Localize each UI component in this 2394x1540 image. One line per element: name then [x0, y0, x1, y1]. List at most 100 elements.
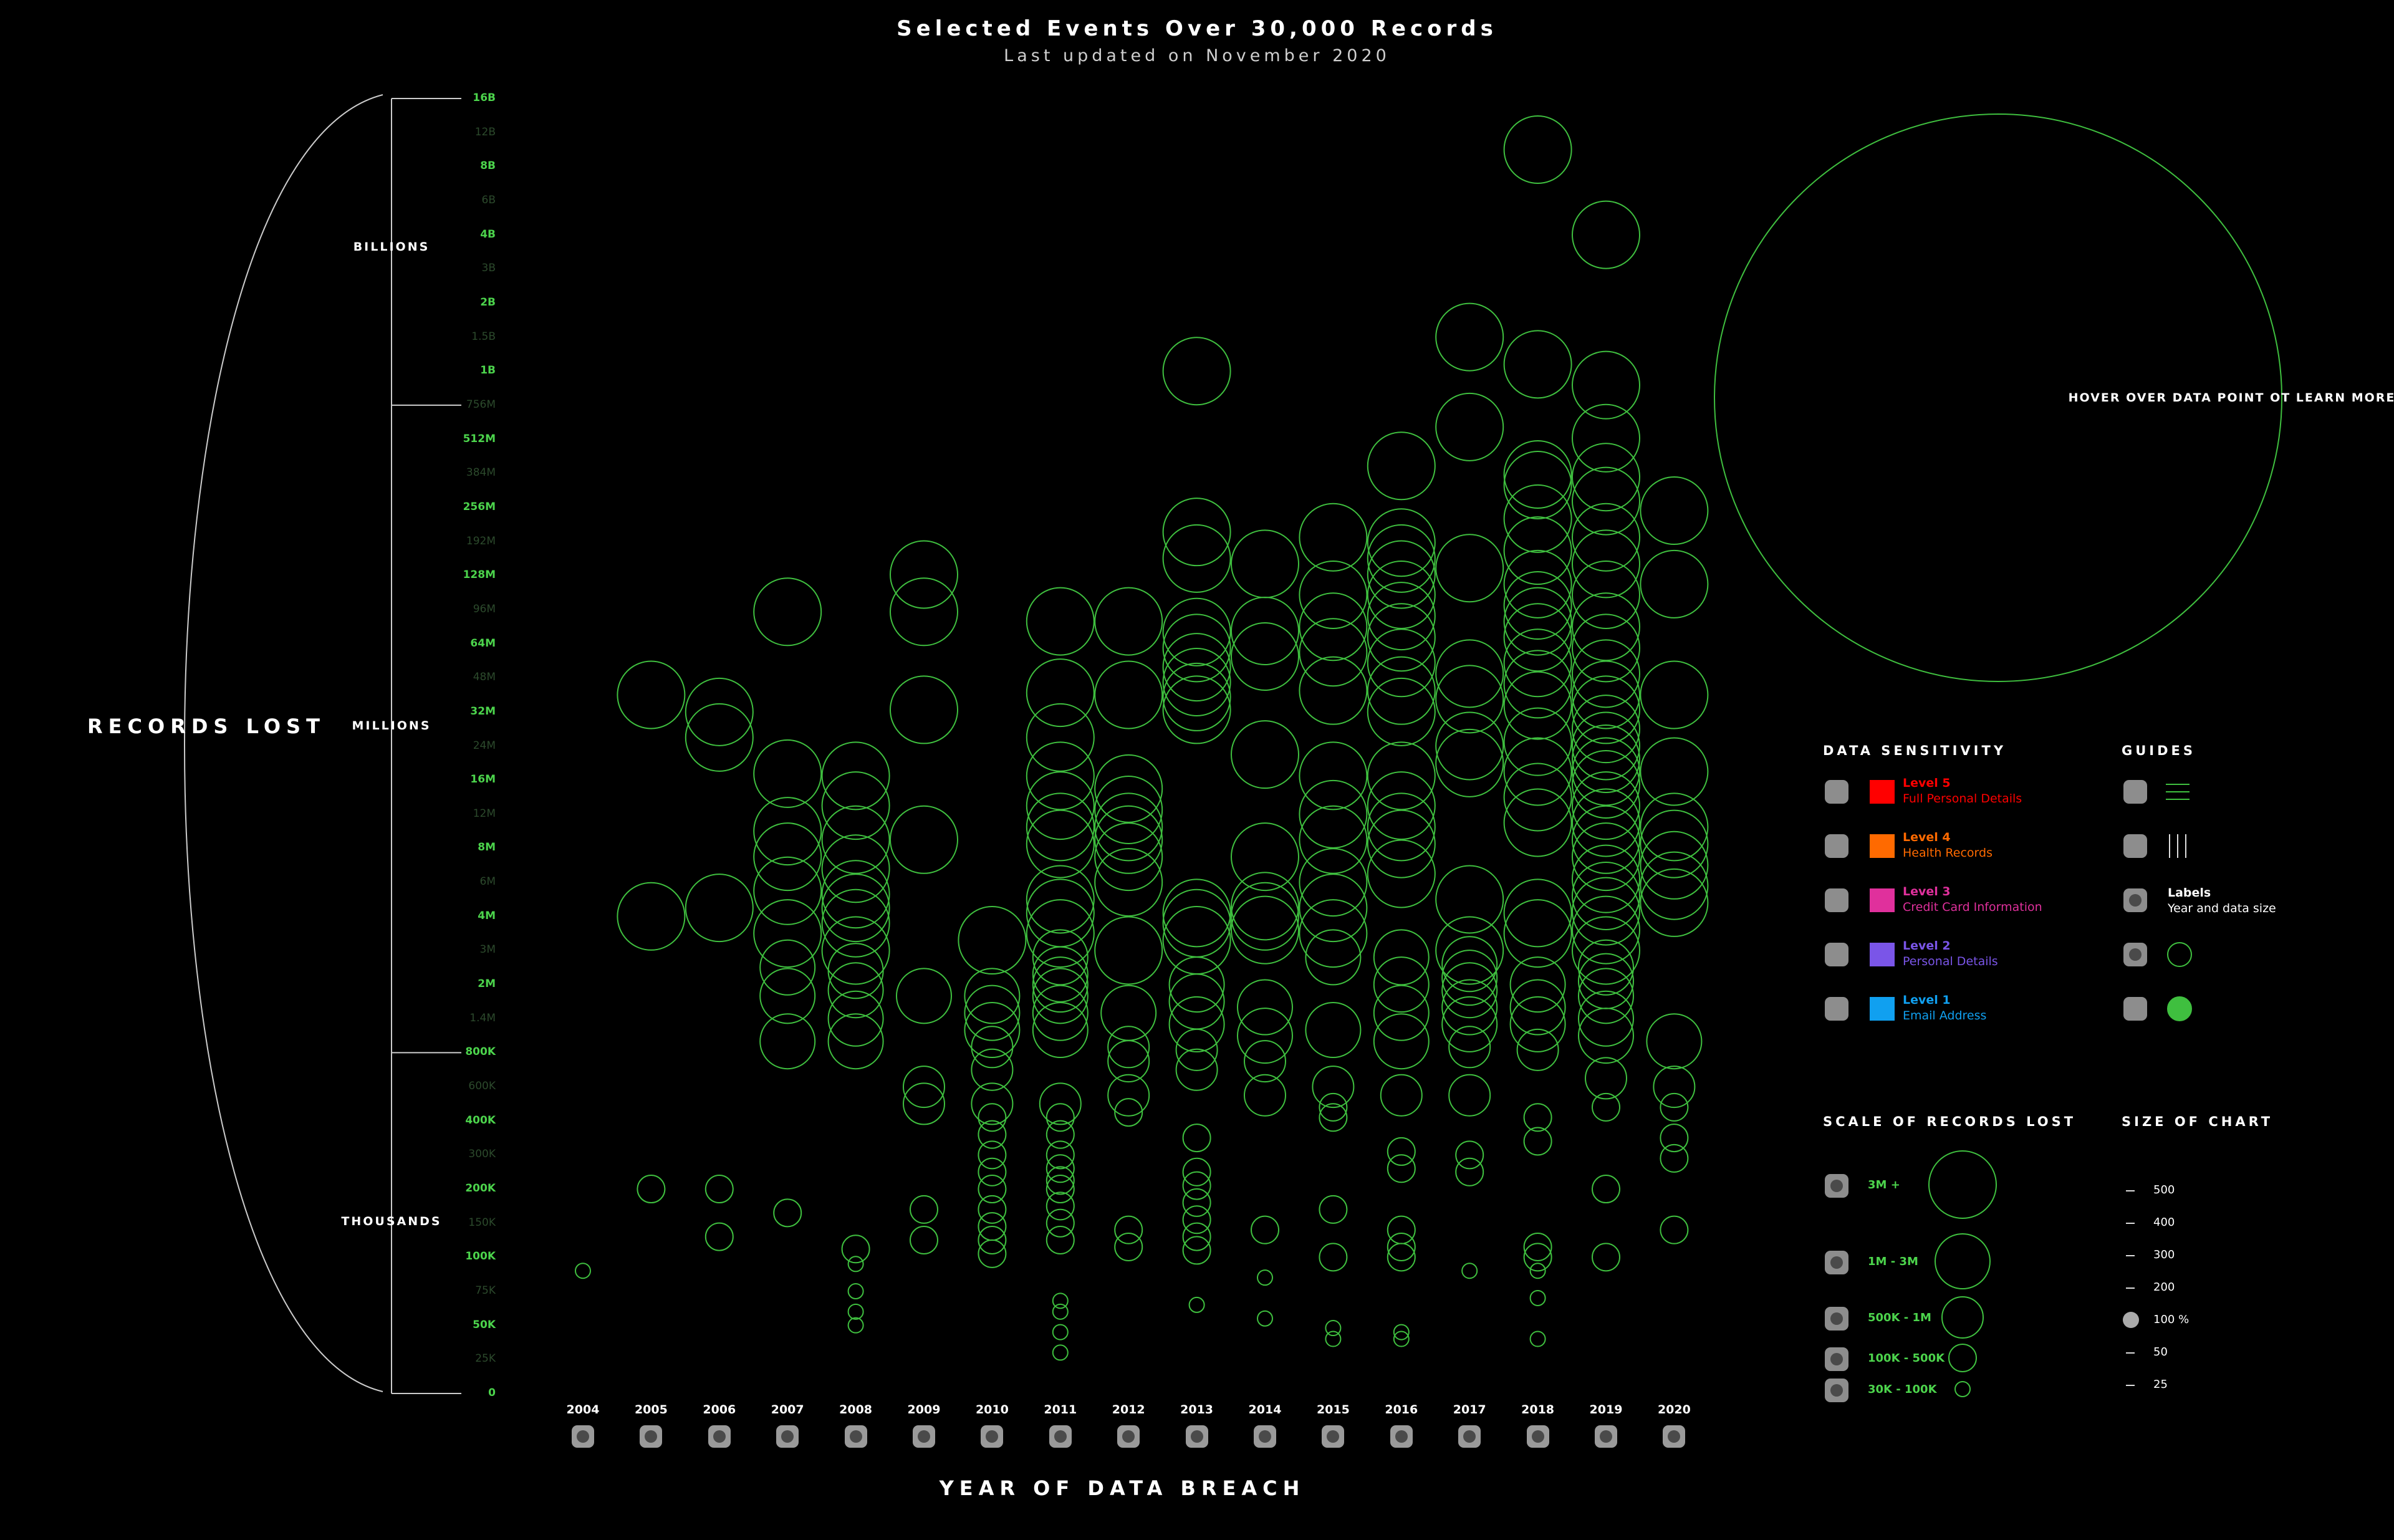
data-point-bubble [1026, 878, 1095, 948]
data-point-bubble [1441, 962, 1498, 1019]
level-toggle[interactable] [1825, 888, 1848, 912]
data-point-bubble [1435, 392, 1504, 461]
data-point-bubble [821, 873, 890, 943]
year-toggle[interactable] [1185, 1425, 1208, 1448]
level-toggle[interactable] [1825, 943, 1848, 966]
guide-horizontal-toggle[interactable] [2123, 780, 2147, 804]
scale-toggle[interactable] [1825, 1307, 1848, 1331]
year-toggle[interactable] [776, 1425, 799, 1448]
y-tick-label: 24M [473, 739, 496, 752]
level-toggle[interactable] [1825, 834, 1848, 858]
year-toggle[interactable] [1254, 1425, 1276, 1448]
data-point-bubble [1231, 622, 1299, 691]
level-toggle[interactable] [1825, 780, 1848, 804]
data-point-bubble [1299, 805, 1368, 874]
year-toggle[interactable] [844, 1425, 867, 1448]
data-point-bubble [1509, 996, 1566, 1052]
data-point-bubble [1640, 809, 1709, 878]
scale-toggle[interactable] [1825, 1251, 1848, 1274]
data-point-bubble [821, 741, 890, 811]
data-point-bubble [1441, 950, 1498, 1006]
data-point-bubble [1572, 403, 1640, 473]
data-point-bubble [1237, 1008, 1293, 1064]
data-point-bubble [753, 899, 822, 968]
data-point-bubble [1257, 1269, 1273, 1286]
data-point-bubble [1592, 1243, 1620, 1272]
year-toggle[interactable] [640, 1425, 663, 1448]
size-option[interactable]: 500 [2153, 1183, 2175, 1196]
data-point-bubble [1367, 603, 1436, 672]
data-point-bubble [910, 1226, 938, 1255]
data-point-bubble [759, 968, 816, 1024]
size-option[interactable]: 25 [2153, 1378, 2168, 1391]
guide-labels-toggle[interactable] [2123, 888, 2147, 912]
year-toggle[interactable] [708, 1425, 731, 1448]
scale-toggle[interactable] [1825, 1174, 1848, 1198]
size-option[interactable]: 200 [2153, 1281, 2175, 1294]
data-point-bubble [1244, 1074, 1286, 1117]
size-option[interactable]: 400 [2153, 1216, 2175, 1229]
data-point-bubble [1032, 1001, 1089, 1058]
year-toggle[interactable] [913, 1425, 935, 1448]
level-name: Level 3 [1903, 885, 1951, 898]
data-point-bubble [821, 860, 890, 929]
scale-label: 3M + [1868, 1178, 1900, 1191]
scale-toggle[interactable] [1825, 1347, 1848, 1371]
year-toggle[interactable] [981, 1425, 1004, 1448]
size-option[interactable]: 50 [2153, 1345, 2168, 1359]
size-option[interactable]: 300 [2153, 1248, 2175, 1261]
size-option[interactable]: 100 % [2153, 1313, 2190, 1326]
level-toggle[interactable] [1825, 997, 1848, 1021]
data-point-bubble [617, 882, 686, 951]
data-point-bubble [1435, 665, 1504, 734]
y-tick-label: 4M [478, 909, 496, 922]
year-toggle[interactable] [1663, 1425, 1686, 1448]
data-point-bubble [1503, 707, 1572, 776]
y-tick-label: 64M [470, 637, 496, 650]
data-point-bubble [1162, 906, 1231, 975]
data-point-bubble [685, 703, 754, 772]
data-point-bubble [1640, 792, 1709, 862]
data-point-bubble [1188, 1296, 1205, 1313]
data-point-bubble [971, 1026, 1014, 1069]
year-toggle[interactable] [1526, 1425, 1549, 1448]
year-toggle[interactable] [1049, 1425, 1072, 1448]
data-point-bubble [1026, 771, 1095, 840]
y-tick-label: 12M [473, 807, 496, 820]
data-point-bubble [1026, 703, 1095, 772]
year-toggle[interactable] [1458, 1425, 1481, 1448]
year-toggle[interactable] [1595, 1425, 1617, 1448]
data-point-bubble [1572, 560, 1640, 629]
data-point-bubble [1367, 628, 1436, 698]
data-point-bubble [1523, 1232, 1552, 1261]
data-point-bubble [903, 1066, 945, 1109]
data-point-bubble [1503, 451, 1572, 520]
y-tick-label: 800K [465, 1046, 496, 1059]
year-toggle[interactable] [1390, 1425, 1413, 1448]
data-point-bubble [1387, 1243, 1416, 1272]
data-point-bubble [1516, 1028, 1559, 1071]
data-point-bubble [704, 1175, 734, 1204]
guide-outline-toggle[interactable] [2123, 943, 2147, 966]
year-label: 2014 [1248, 1403, 1282, 1417]
data-point-bubble [753, 822, 822, 892]
guide-vertical-toggle[interactable] [2123, 834, 2147, 858]
level-name: Level 1 [1903, 993, 1951, 1007]
year-toggle[interactable] [1322, 1425, 1345, 1448]
guide-filled-toggle[interactable] [2123, 997, 2147, 1021]
data-point-bubble [1503, 878, 1572, 948]
year-toggle[interactable] [572, 1425, 594, 1448]
guide-labels-desc: Year and data size [2168, 902, 2276, 915]
data-point-bubble [1523, 1103, 1552, 1132]
data-point-bubble [890, 805, 958, 874]
data-point-bubble [1572, 200, 1640, 269]
level-name: Level 5 [1903, 776, 1951, 790]
data-point-bubble [1182, 1222, 1211, 1251]
data-point-bubble [1367, 524, 1436, 593]
y-tick-label: 8M [478, 841, 496, 854]
year-toggle[interactable] [1117, 1425, 1140, 1448]
data-point-bubble [1032, 929, 1089, 986]
data-point-bubble [1046, 1226, 1075, 1255]
data-point-bubble [1094, 848, 1163, 917]
scale-toggle[interactable] [1825, 1379, 1848, 1402]
